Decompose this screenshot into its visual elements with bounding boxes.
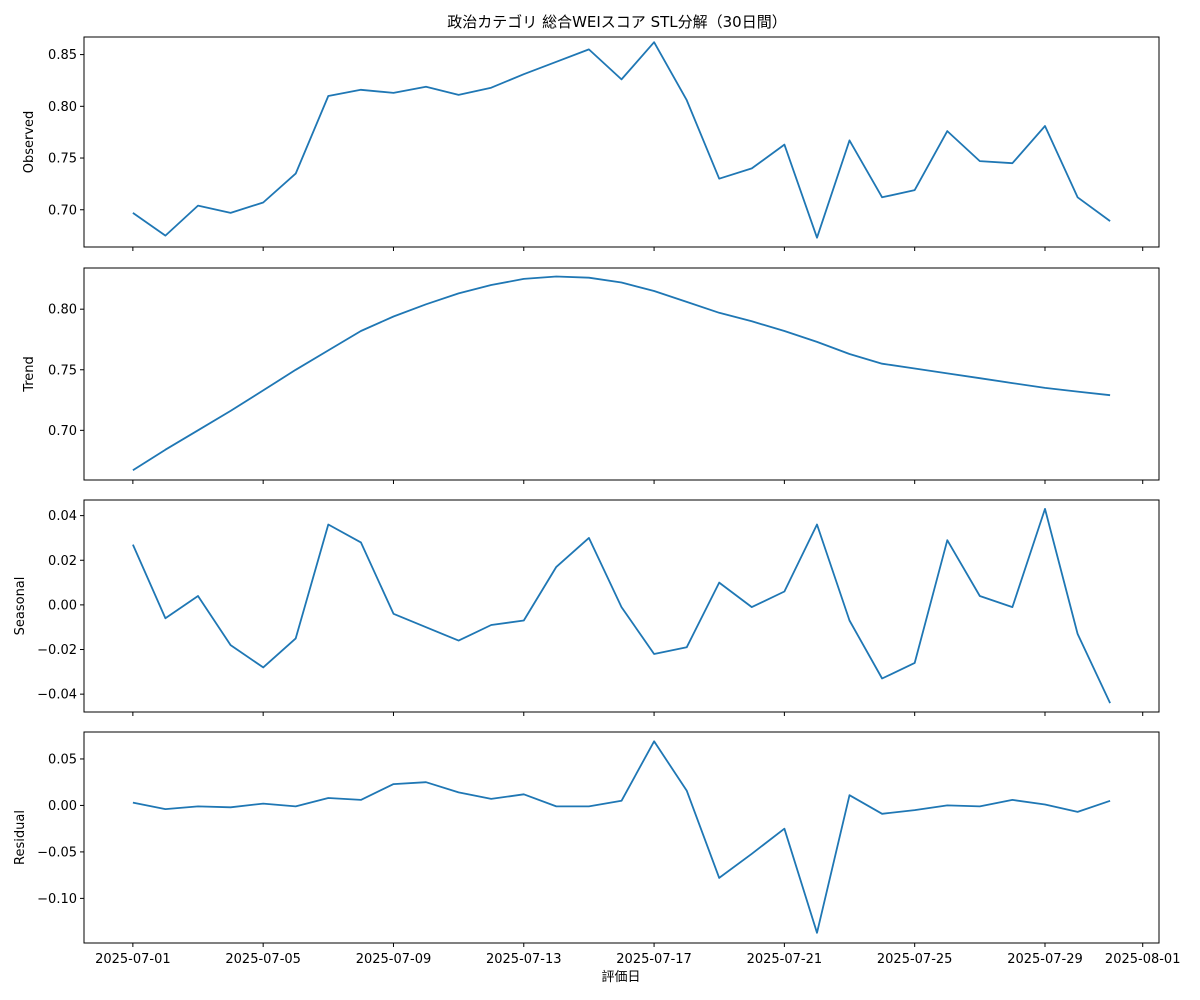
- y-tick-label: 0.04: [48, 509, 77, 524]
- series-line-observed: [132, 41, 1111, 239]
- y-axis-label: Trend: [22, 356, 37, 393]
- x-tick-label: 2025-07-21: [747, 952, 823, 967]
- y-axis-label: Residual: [13, 810, 28, 865]
- series-line-seasonal: [132, 507, 1111, 704]
- panel-residual: −0.10 −0.05 0.00 0.05 Residual: [13, 731, 1160, 947]
- panel-frame: [83, 36, 1160, 248]
- y-axis-label: Seasonal: [13, 577, 28, 636]
- y-tick-label: 0.80: [48, 303, 77, 318]
- x-axis: 2025-07-01 2025-07-05 2025-07-09 2025-07-13…: [95, 952, 1180, 967]
- x-tick-label: 2025-07-09: [356, 952, 432, 967]
- x-tick-label: 2025-07-25: [877, 952, 953, 967]
- x-tick-label: 2025-07-01: [95, 952, 171, 967]
- panel-trend: 0.70 0.75 0.80 Trend: [22, 267, 1160, 484]
- panel-frame: [83, 499, 1160, 713]
- y-tick-label: −0.02: [37, 643, 77, 658]
- y-axis-label: Observed: [22, 111, 37, 174]
- chart-title: 政治カテゴリ 総合WEIスコア STL分解（30日間）: [447, 13, 786, 31]
- y-tick-label: −0.10: [37, 892, 77, 907]
- y-tick-label: −0.05: [37, 845, 77, 860]
- x-tick-label: 2025-07-13: [486, 952, 562, 967]
- x-tick-label: 2025-07-05: [225, 952, 301, 967]
- y-tick-label: 0.02: [48, 554, 77, 569]
- y-tick-label: 0.05: [48, 752, 77, 767]
- panel-frame: [83, 267, 1160, 481]
- x-axis-label: 評価日: [601, 970, 640, 985]
- y-tick-label: −0.04: [37, 688, 77, 703]
- panels: 0.70 0.75 0.80 0.85 Observed 0.70 0.75 0.80 Tren…: [13, 36, 1160, 947]
- x-tick-label: 2025-08-01: [1105, 952, 1181, 967]
- y-tick-label: 0.00: [48, 799, 77, 814]
- panel-frame: [83, 731, 1160, 944]
- y-tick-label: 0.75: [48, 363, 77, 378]
- y-tick-label: 0.75: [48, 152, 77, 167]
- y-tick-label: 0.85: [48, 48, 77, 63]
- y-tick-label: 0.00: [48, 598, 77, 613]
- y-tick-label: 0.70: [48, 203, 77, 218]
- series-line-trend: [132, 275, 1111, 472]
- panel-observed: 0.70 0.75 0.80 0.85 Observed: [22, 36, 1160, 251]
- x-tick-label: 2025-07-29: [1007, 952, 1083, 967]
- panel-seasonal: −0.04 −0.02 0.00 0.02 0.04 Seasonal: [13, 499, 1160, 716]
- x-tick-label: 2025-07-17: [616, 952, 692, 967]
- series-line-residual: [132, 740, 1111, 934]
- y-tick-label: 0.70: [48, 424, 77, 439]
- y-tick-label: 0.80: [48, 100, 77, 115]
